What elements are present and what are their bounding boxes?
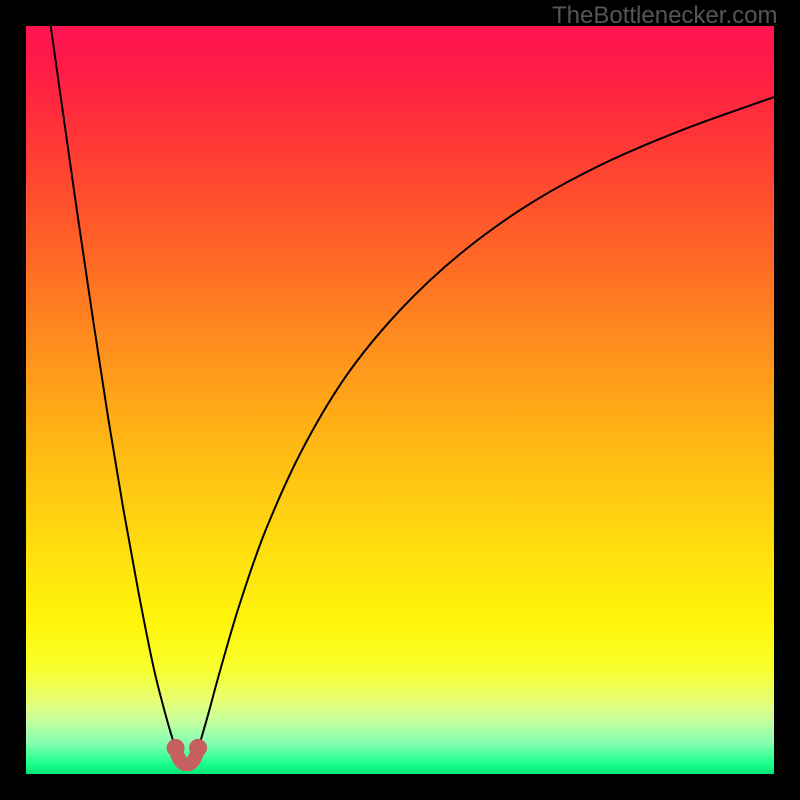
bottom-marker-right-cap	[189, 739, 207, 757]
watermark-text: TheBottlenecker.com	[552, 2, 777, 30]
chart-plot-area	[26, 26, 774, 774]
curve-left-branch	[51, 26, 176, 748]
chart-svg	[26, 26, 774, 774]
curve-right-branch	[198, 97, 774, 748]
bottom-marker-left-cap	[167, 739, 185, 757]
